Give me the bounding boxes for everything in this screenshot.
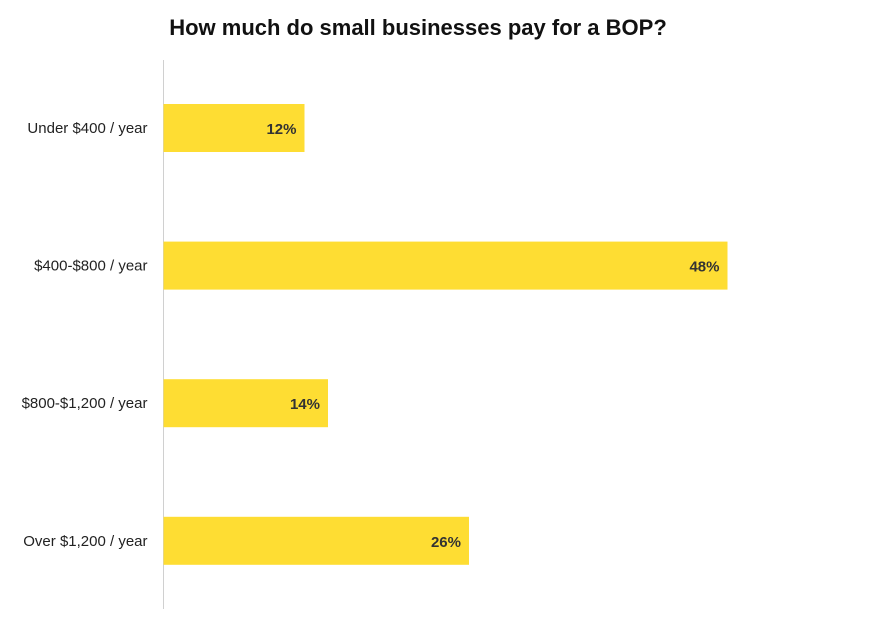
bar-3	[163, 516, 469, 565]
data-label: 12%	[266, 121, 296, 138]
data-label: 14%	[290, 396, 320, 413]
bar-2	[163, 379, 328, 428]
bar-0	[163, 104, 305, 152]
category-label: Under $400 / year	[27, 120, 147, 137]
category-label: $400-$800 / year	[34, 258, 147, 275]
category-label: $800-$1,200 / year	[22, 395, 148, 412]
data-label: 26%	[431, 534, 461, 551]
data-label: 48%	[689, 259, 719, 276]
bar-1	[163, 241, 728, 290]
category-label: Over $1,200 / year	[23, 533, 147, 550]
chart-title: How much do small businesses pay for a B…	[169, 15, 667, 40]
